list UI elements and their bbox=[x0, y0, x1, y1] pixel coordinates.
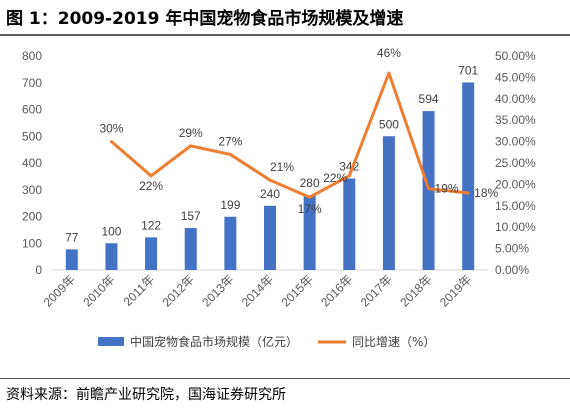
bar bbox=[382, 136, 395, 270]
x-tick-label: 2018年 bbox=[397, 272, 434, 309]
title-divider bbox=[0, 34, 570, 36]
growth-value-label: 27% bbox=[218, 134, 242, 148]
x-tick-label: 2009年 bbox=[41, 272, 78, 309]
bar bbox=[303, 195, 316, 270]
bar bbox=[264, 205, 276, 270]
growth-value-label: 18% bbox=[474, 186, 498, 200]
bar bbox=[145, 237, 158, 270]
bar-value-label: 500 bbox=[379, 117, 399, 131]
growth-value-label: 46% bbox=[377, 46, 401, 60]
x-tick-label: 2013年 bbox=[199, 272, 236, 309]
x-tick-label: 2014年 bbox=[239, 272, 276, 309]
bar bbox=[105, 243, 118, 270]
market-size-chart: 0 100 200 300 400 500 600 700 800 0.00% 5.00% 10.00… bbox=[22, 46, 536, 349]
bar-value-label: 701 bbox=[458, 63, 478, 77]
growth-value-label: 30% bbox=[99, 122, 123, 136]
y-tick-label: 800 bbox=[22, 49, 42, 63]
growth-point bbox=[347, 174, 351, 178]
x-tick-label: 2015年 bbox=[278, 272, 315, 309]
y2-tick-label: 35.00% bbox=[495, 113, 536, 127]
growth-point bbox=[189, 144, 193, 148]
growth-point bbox=[228, 152, 232, 156]
legend-label-growth: 同比增速（%） bbox=[352, 335, 435, 349]
growth-value-label: 21% bbox=[270, 160, 294, 174]
y2-tick-label: 40.00% bbox=[495, 92, 536, 106]
bar bbox=[422, 111, 435, 270]
source-divider bbox=[0, 378, 570, 379]
growth-value-label: 22% bbox=[323, 171, 347, 185]
growth-value-label: 29% bbox=[179, 126, 203, 140]
y2-tick-label: 20.00% bbox=[495, 177, 536, 191]
growth-value-label: 17% bbox=[298, 202, 322, 216]
y-tick-label: 300 bbox=[22, 183, 42, 197]
growth-point bbox=[387, 71, 391, 75]
legend-label-size: 中国宠物食品市场规模（亿元） bbox=[130, 334, 298, 349]
growth-point bbox=[308, 195, 312, 199]
legend-swatch-size bbox=[98, 337, 124, 346]
y-tick-label: 700 bbox=[22, 76, 42, 90]
bar-value-label: 240 bbox=[260, 187, 280, 201]
bar-value-label: 100 bbox=[101, 224, 121, 238]
y2-tick-label: 45.00% bbox=[495, 70, 536, 84]
x-tick-label: 2012年 bbox=[160, 272, 197, 309]
bar bbox=[343, 178, 356, 270]
growth-point bbox=[149, 174, 153, 178]
growth-value-label: 22% bbox=[139, 179, 163, 193]
y-tick-label: 500 bbox=[22, 129, 42, 143]
y2-tick-label: 30.00% bbox=[495, 135, 536, 149]
bar-value-label: 122 bbox=[141, 218, 161, 232]
y2-tick-label: 15.00% bbox=[495, 199, 536, 213]
y-tick-label: 400 bbox=[22, 156, 42, 170]
y-tick-label: 100 bbox=[22, 236, 42, 250]
bar-value-label: 280 bbox=[300, 176, 320, 190]
growth-value-label: 19% bbox=[435, 182, 459, 196]
bar bbox=[224, 216, 237, 270]
y2-tick-label: 25.00% bbox=[495, 156, 536, 170]
x-tick-label: 2019年 bbox=[437, 272, 474, 309]
growth-point bbox=[427, 187, 431, 191]
x-tick-label: 2011年 bbox=[121, 272, 158, 309]
bar bbox=[184, 228, 197, 270]
growth-point bbox=[268, 178, 272, 182]
y2-tick-label: 0.00% bbox=[495, 263, 529, 277]
x-tick-label: 2017年 bbox=[358, 272, 395, 309]
growth-point bbox=[109, 140, 113, 144]
bar-value-label: 157 bbox=[181, 209, 201, 223]
x-tick-label: 2016年 bbox=[318, 272, 355, 309]
y2-tick-label: 50.00% bbox=[495, 49, 536, 63]
bar-value-label: 77 bbox=[65, 230, 79, 244]
bar bbox=[65, 249, 78, 270]
growth-line bbox=[110, 71, 469, 199]
figure-title: 图 1：2009-2019 年中国宠物食品市场规模及增速 bbox=[6, 9, 404, 29]
y-tick-label: 600 bbox=[22, 103, 42, 117]
bar bbox=[462, 82, 475, 270]
y-tick-label: 0 bbox=[35, 263, 42, 277]
y2-tick-label: 5.00% bbox=[495, 242, 529, 256]
growth-point bbox=[466, 191, 470, 195]
bar-value-label: 199 bbox=[220, 198, 240, 212]
y2-tick-label: 10.00% bbox=[495, 220, 536, 234]
x-tick-label: 2010年 bbox=[80, 272, 117, 309]
bar-value-label: 594 bbox=[419, 92, 439, 106]
source-note: 资料来源：前瞻产业研究院，国海证券研究所 bbox=[6, 387, 286, 403]
y-tick-label: 200 bbox=[22, 210, 42, 224]
